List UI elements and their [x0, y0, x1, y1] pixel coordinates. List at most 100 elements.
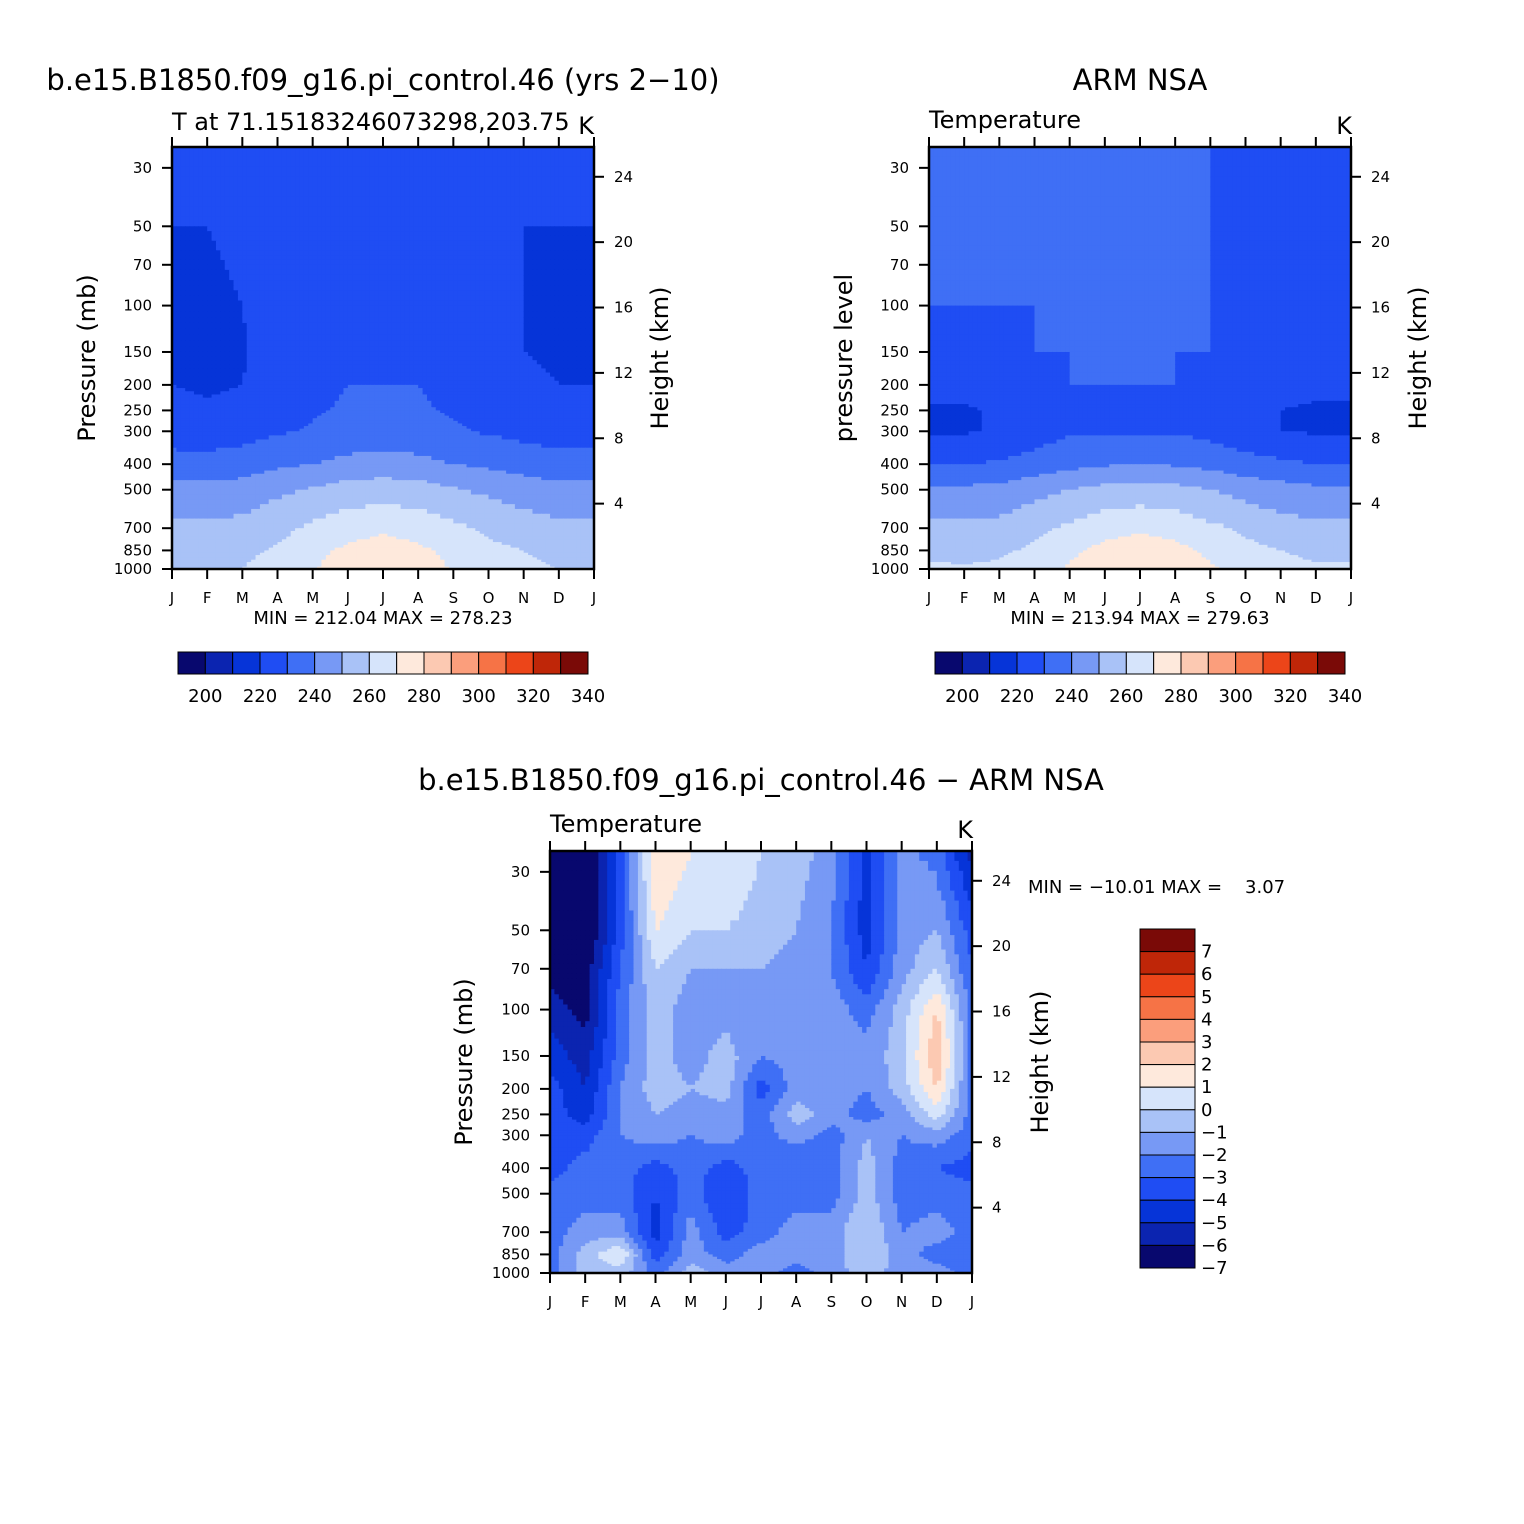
contour-cell: [339, 388, 345, 392]
contour-cell: [198, 269, 204, 276]
contour-cell: [567, 147, 573, 158]
contour-cell: [589, 176, 595, 188]
contour-cell: [259, 235, 265, 242]
contour-cell: [589, 360, 595, 365]
contour-cell: [365, 415, 371, 419]
contour-cell: [506, 245, 512, 251]
contour-cell: [563, 280, 569, 286]
contour-cell: [198, 280, 204, 286]
contour-cell: [220, 295, 226, 302]
contour-cell: [180, 351, 186, 357]
contour-cell: [211, 235, 217, 242]
contour-cell: [479, 391, 485, 396]
contour-cell: [290, 340, 296, 347]
contour-cell: [251, 376, 257, 382]
contour-cell: [286, 410, 292, 414]
contour-cell: [361, 384, 367, 389]
contour-cell: [352, 311, 358, 318]
contour-cell: [435, 407, 441, 412]
contour-cell: [404, 340, 410, 347]
contour-cell: [457, 156, 463, 168]
contour-cell: [277, 356, 283, 361]
contour-cell: [207, 404, 213, 408]
contour-cell: [462, 196, 468, 208]
contour-cell: [536, 216, 542, 227]
contour-cell: [400, 368, 406, 374]
contour-cell: [193, 317, 199, 324]
contour-cell: [246, 264, 252, 271]
contour-cell: [532, 231, 538, 237]
contour-cell: [404, 322, 410, 330]
contour-cell: [558, 259, 564, 266]
contour-cell: [400, 196, 406, 208]
contour-cell: [202, 245, 208, 251]
contour-cell: [506, 346, 512, 353]
contour-cell: [273, 428, 279, 432]
contour-cell: [506, 206, 512, 217]
contour-cell: [189, 290, 195, 296]
contour-cell: [281, 356, 287, 361]
contour-cell: [554, 245, 560, 251]
contour-cell: [224, 404, 230, 408]
contour-cell: [229, 300, 235, 307]
contour-cell: [255, 322, 261, 330]
contour-cell: [242, 410, 248, 414]
contour-cell: [523, 391, 529, 396]
contour-cell: [418, 290, 424, 296]
contour-cell: [523, 356, 529, 361]
contour-cell: [264, 285, 270, 291]
contour-cell: [339, 340, 345, 347]
contour-cell: [207, 250, 213, 256]
contour-cell: [488, 404, 494, 408]
contour-cell: [193, 290, 199, 296]
contour-cell: [303, 376, 309, 382]
contour-cell: [369, 264, 375, 271]
contour-cell: [361, 420, 367, 425]
contour-cell: [580, 280, 586, 286]
contour-cell: [317, 372, 323, 378]
contour-cell: [585, 245, 591, 251]
contour-cell: [255, 410, 261, 414]
contour-cell: [229, 147, 235, 158]
contour-cell: [580, 376, 586, 382]
contour-cell: [396, 250, 402, 256]
contour-cell: [572, 400, 578, 405]
contour-cell: [281, 391, 287, 396]
contour-cell: [286, 290, 292, 296]
contour-cell: [400, 317, 406, 324]
contour-cell: [242, 300, 248, 307]
contour-cell: [317, 410, 323, 414]
contour-cell: [435, 156, 441, 168]
contour-cell: [189, 368, 195, 374]
contour-cell: [330, 295, 336, 302]
contour-cell: [532, 280, 538, 286]
contour-cell: [215, 269, 221, 276]
contour-cell: [215, 391, 221, 396]
contour-cell: [391, 245, 397, 251]
contour-cell: [334, 420, 340, 425]
contour-cell: [198, 356, 204, 361]
contour-cell: [277, 216, 283, 227]
contour-cell: [589, 147, 595, 158]
contour-cell: [325, 423, 331, 427]
contour-cell: [255, 250, 261, 256]
contour-cell: [312, 255, 318, 261]
contour-cell: [448, 176, 454, 188]
contour-cell: [431, 394, 437, 399]
contour-cell: [400, 255, 406, 261]
contour-cell: [440, 269, 446, 276]
contour-cell: [198, 351, 204, 357]
contour-cell: [202, 420, 208, 425]
contour-cell: [488, 274, 494, 281]
contour-cell: [470, 372, 476, 378]
contour-cell: [277, 410, 283, 414]
contour-cell: [576, 269, 582, 276]
contour-cell: [435, 280, 441, 286]
contour-cell: [453, 372, 459, 378]
contour-cell: [572, 372, 578, 378]
contour-cell: [558, 351, 564, 357]
contour-cell: [497, 391, 503, 396]
contour-cell: [475, 397, 481, 402]
contour-cell: [514, 290, 520, 296]
contour-cell: [484, 360, 490, 365]
